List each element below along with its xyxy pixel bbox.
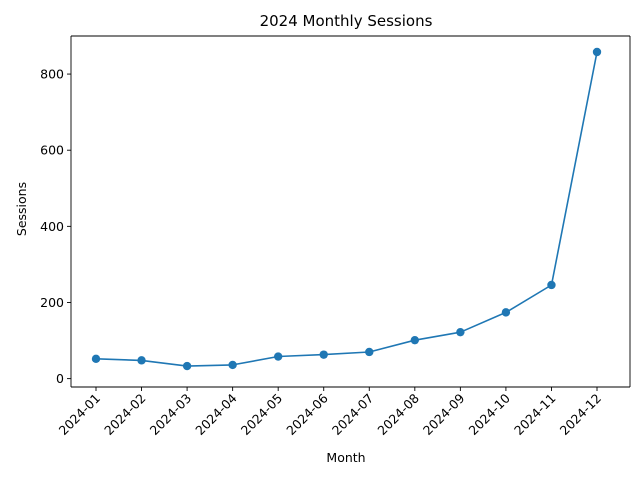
data-point [547, 280, 556, 290]
x-tick-label: 2024-07 [329, 391, 377, 439]
data-point [319, 350, 328, 359]
x-tick-label: 2024-04 [192, 390, 240, 438]
data-point [501, 308, 511, 317]
data-point [592, 47, 602, 57]
data-point [273, 352, 283, 361]
data-point [456, 327, 465, 337]
x-axis-label: Month [326, 450, 365, 465]
data-point [182, 361, 192, 371]
chart-title: 2024 Monthly Sessions [260, 12, 433, 30]
x-tick-label: 2024-10 [465, 390, 513, 438]
data-point [365, 347, 374, 357]
x-tick-label: 2024-06 [283, 390, 331, 438]
data-point [137, 356, 146, 365]
y-tick-label: 400 [40, 219, 64, 234]
data-point [91, 354, 101, 364]
y-tick-label: 200 [40, 295, 64, 310]
x-tick-label: 2024-12 [557, 391, 605, 439]
x-tick-label: 2024-08 [374, 390, 422, 438]
data-point [410, 335, 420, 345]
plot-area: 02004006008002024-012024-022024-032024-0… [40, 35, 631, 439]
y-tick-label: 0 [56, 371, 64, 386]
y-tick-label: 800 [40, 67, 64, 82]
x-tick-label: 2024-01 [56, 391, 104, 439]
series-line [95, 51, 598, 367]
y-tick-label: 600 [40, 143, 64, 158]
x-tick-label: 2024-09 [420, 390, 468, 438]
data-point [228, 360, 237, 370]
y-axis-label: Sessions [14, 182, 29, 236]
x-tick-label: 2024-11 [511, 391, 559, 439]
x-tick-label: 2024-02 [101, 391, 149, 439]
x-tick-label: 2024-05 [238, 391, 286, 439]
x-tick-label: 2024-03 [147, 391, 195, 439]
